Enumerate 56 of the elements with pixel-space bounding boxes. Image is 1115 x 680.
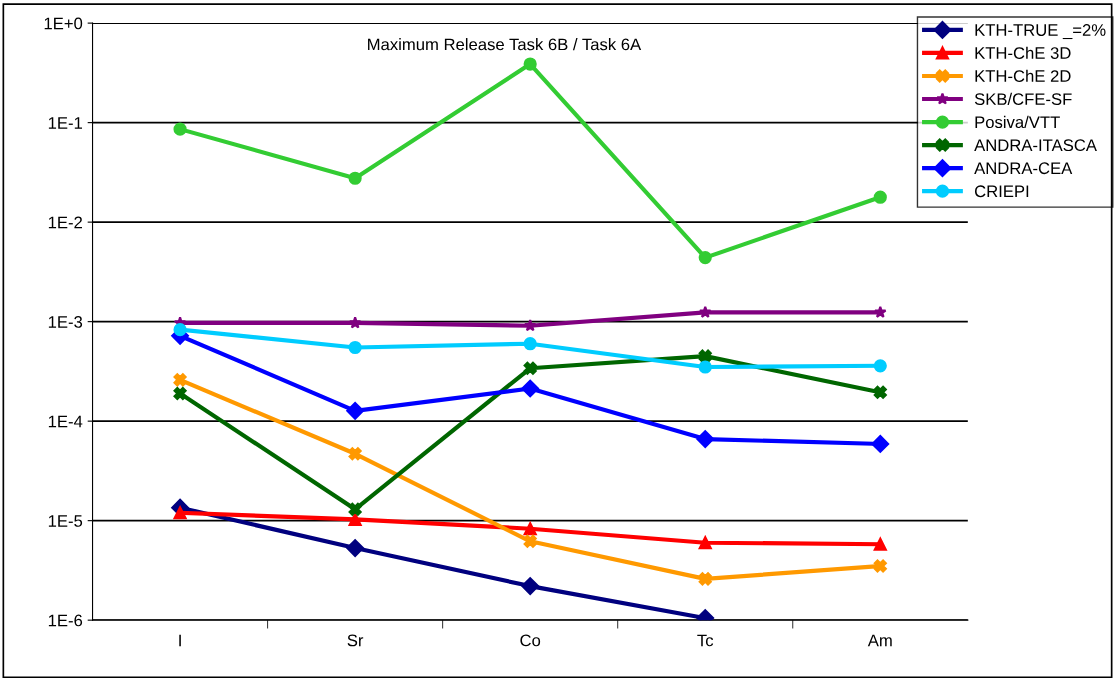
y-tick-label: 1E-5 [48,515,83,527]
point [698,251,712,265]
point [698,305,712,318]
x-tick-label: Co [520,634,541,647]
point [873,359,887,373]
x-tick-label: Tc [697,634,714,647]
y-tick-label: 1E-4 [48,415,83,428]
legend-label: SKB/CFE-SF [974,92,1072,106]
point [523,319,537,332]
point [348,316,362,329]
point [698,536,712,550]
point [873,559,887,573]
y-tick-label: 1E-6 [48,614,83,627]
legend-label: CRIEPI [974,185,1029,198]
point [173,122,187,136]
point [348,512,362,526]
point [348,171,362,185]
point [521,577,540,595]
point [173,373,187,387]
point [698,360,712,374]
point [873,537,887,551]
point [523,522,537,536]
y-tick-label: 1E+0 [44,17,83,30]
legend-label: KTH-ChE 3D [975,46,1071,59]
point [873,305,887,318]
legend-label: ANDRA-CEA [974,162,1073,175]
point [523,337,537,351]
point [348,447,362,461]
x-tick-label: Sr [347,634,364,647]
point [348,340,362,355]
text: Maximum Release Task 6B / Task 6A [368,38,642,51]
point [873,385,887,399]
point [871,435,890,453]
legend-label: KTH-TRUE _=2% [975,24,1106,40]
point [873,190,887,204]
point [346,401,365,420]
point [696,430,715,448]
point [521,379,540,398]
legend-label: KTH-ChE 2D [975,69,1071,82]
y-tick-label: 1E-3 [48,316,83,328]
point [348,502,362,516]
point [523,534,537,548]
point [523,57,537,71]
point [173,323,187,337]
x-tick-label: Am [867,634,892,647]
x-tick-label: I [179,634,181,647]
point [173,506,187,520]
y-tick-label: 1E-1 [48,117,83,129]
legend-label: Posiva/VTT [975,115,1060,129]
point [173,386,187,400]
point [698,572,712,586]
legend-label: ANDRA-ITASCA [974,139,1097,152]
y-tick-label: 1E-2 [48,216,82,229]
point [346,539,365,557]
point [698,349,712,363]
point [523,361,537,375]
